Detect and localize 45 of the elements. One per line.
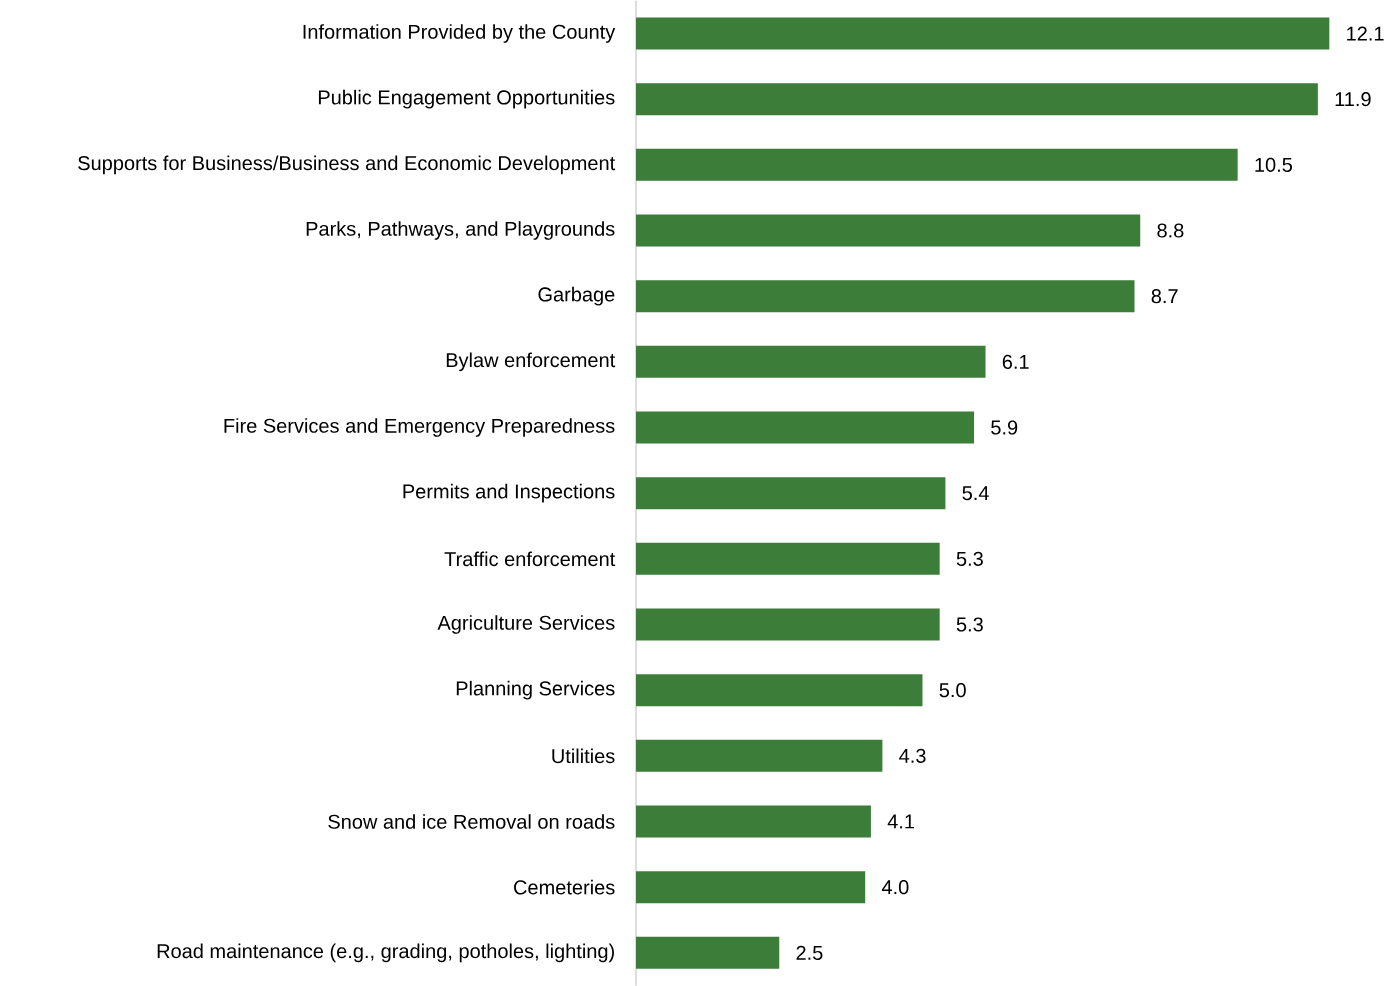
- data-label: 5.4: [962, 486, 989, 500]
- data-label: 5.9: [991, 420, 1018, 435]
- bar: [636, 148, 1238, 181]
- bar: [636, 542, 940, 575]
- bar: [636, 477, 946, 510]
- data-label: 8.7: [1151, 288, 1178, 304]
- bar: [636, 936, 780, 969]
- y-tick-label: Bylaw enforcement: [446, 352, 616, 371]
- y-tick-label: Fire Services and Emergency Preparedness: [224, 418, 615, 437]
- data-label: 6.1: [1002, 354, 1029, 369]
- data-label: 4.1: [887, 814, 915, 829]
- data-label: 5.3: [956, 617, 983, 632]
- y-tick-label: Garbage: [538, 286, 615, 306]
- y-tick-label: Agriculture Services: [437, 615, 615, 634]
- bar: [636, 805, 871, 838]
- y-tick-label: Snow and ice Removal on roads: [328, 813, 615, 829]
- data-label: 2.5: [796, 945, 823, 960]
- data-label: 5.0: [939, 682, 966, 698]
- data-label: 4.0: [881, 879, 909, 895]
- data-label: 10.5: [1255, 157, 1293, 172]
- y-tick-label: Parks, Pathways, and Playgrounds: [306, 221, 615, 240]
- y-tick-label: Public Engagement Opportunities: [318, 89, 615, 109]
- bar: [636, 345, 986, 378]
- y-tick-label: Traffic enforcement: [444, 551, 616, 567]
- data-label: 8.8: [1157, 223, 1184, 238]
- data-label: 12.1: [1347, 26, 1384, 41]
- y-tick-label: Planning Services: [456, 680, 615, 700]
- bar: [636, 871, 866, 903]
- y-tick-label: Permits and Inspections: [403, 483, 615, 503]
- bar: [636, 17, 1330, 50]
- y-tick-label: Information Provided by the County: [303, 24, 616, 43]
- data-label: 11.9: [1335, 91, 1371, 107]
- bar: [636, 739, 883, 772]
- bar: [636, 608, 940, 641]
- bar: [636, 280, 1135, 313]
- data-label: 4.3: [899, 748, 926, 763]
- bar: [636, 214, 1141, 247]
- y-tick-label: Utilities: [552, 748, 615, 764]
- bar: [636, 411, 975, 444]
- bar: [636, 83, 1318, 116]
- data-label: 5.3: [956, 551, 983, 566]
- y-tick-label: Road maintenance (e.g., grading, potholes, lighting): [157, 943, 614, 962]
- bar: [636, 674, 923, 706]
- y-tick-label: Supports for Business/Business and Economic Development: [78, 155, 616, 174]
- y-tick-label: Cemeteries: [514, 879, 615, 895]
